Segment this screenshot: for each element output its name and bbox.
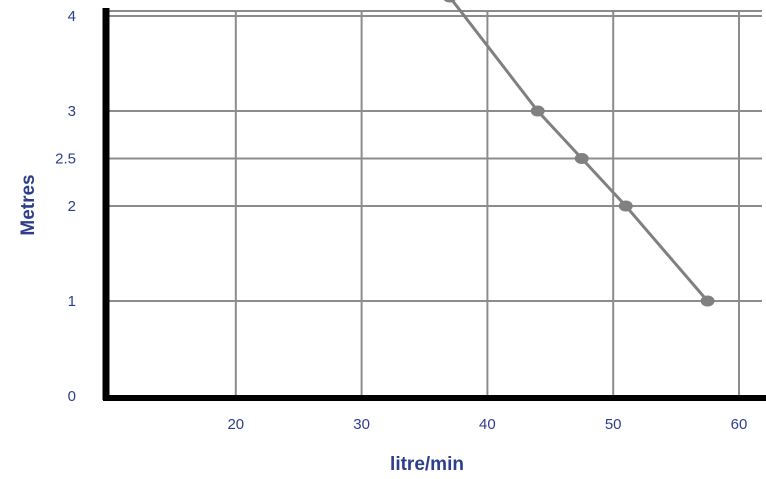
- y-tick-label: 2: [68, 198, 76, 215]
- y-tick-label: 1: [68, 293, 76, 310]
- x-axis-title: litre/min: [390, 454, 464, 475]
- y-tick-label: 3: [68, 103, 76, 120]
- axes: [102, 8, 766, 401]
- x-tick-label: 50: [605, 416, 622, 433]
- x-tick-label: 30: [353, 416, 370, 433]
- tick-labels: 0 1 2 2.5 3 4 20 30 40 50 60: [55, 8, 747, 433]
- data-point: [618, 200, 633, 212]
- x-tick-label: 40: [479, 416, 496, 433]
- x-tick-label: 60: [731, 416, 748, 433]
- grid: [106, 10, 762, 396]
- y-axis-title: Metres: [18, 174, 39, 235]
- series: [443, 0, 715, 307]
- data-point: [443, 0, 456, 3]
- data-point: [530, 105, 545, 117]
- y-tick-label: 4: [68, 8, 76, 25]
- x-tick-label: 20: [227, 416, 244, 433]
- y-tick-label: 2.5: [55, 151, 76, 168]
- y-tick-label: 0: [68, 388, 76, 405]
- data-point: [574, 153, 589, 164]
- data-point: [700, 295, 715, 307]
